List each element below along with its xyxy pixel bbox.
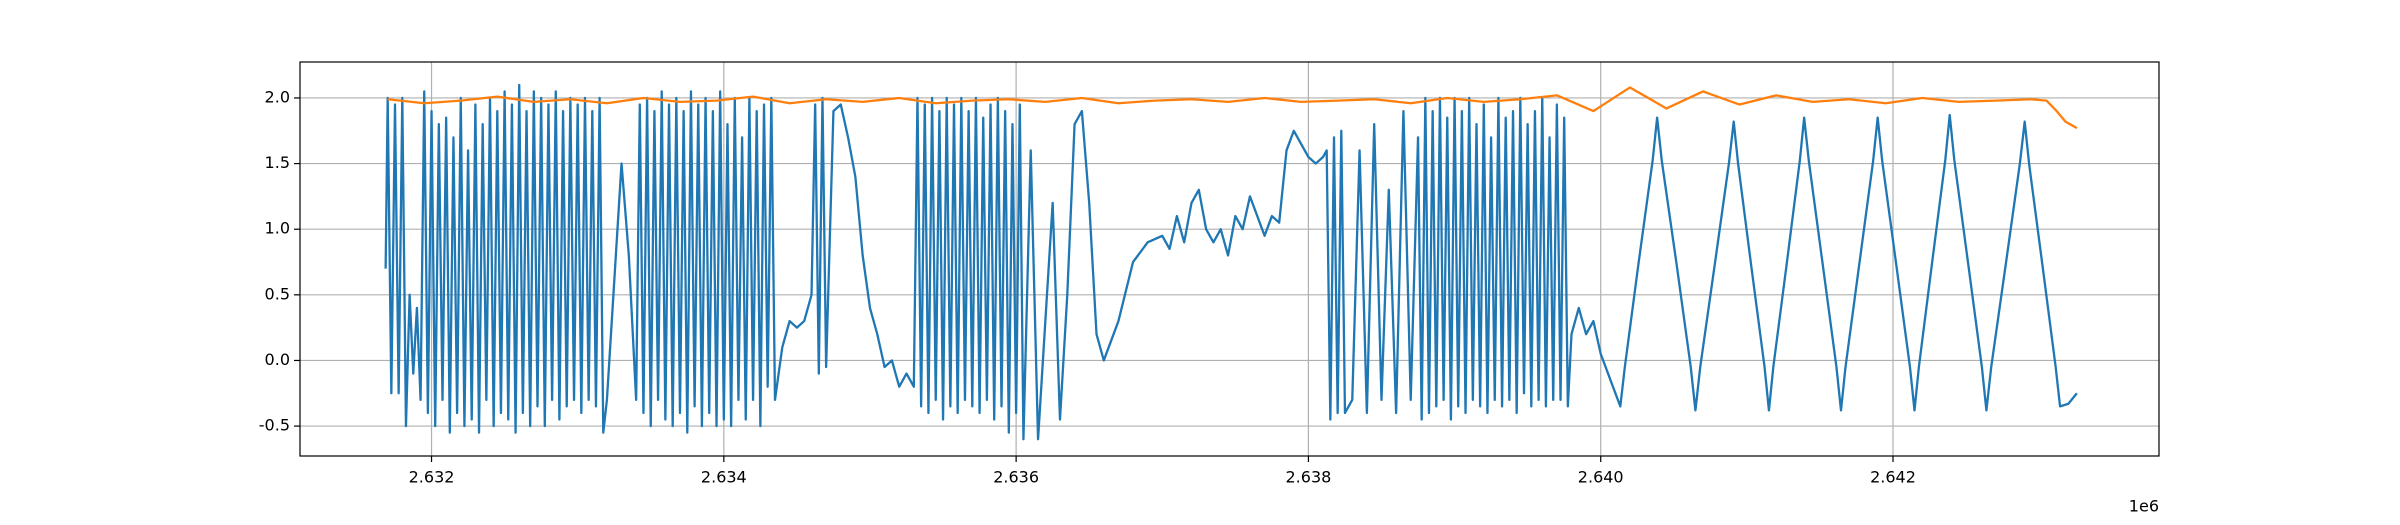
lines [384,83,2078,441]
series-line [384,83,2078,441]
y-tick-label: -0.5 [259,416,290,435]
x-tick-label: 2.638 [1286,468,1332,487]
axes-frame [299,61,2160,457]
x-tick-label: 2.640 [1578,468,1624,487]
x-tick-label: 2.636 [993,468,1039,487]
y-tick-label: 0.0 [265,350,290,369]
x-offset-label: 1e6 [2129,497,2159,516]
y-tick-label: 2.0 [265,87,290,106]
ticks: -0.5 0.0 0.5 1.0 1.5 2.0 2.632 2.634 2.636 2.638 2… [259,87,1916,486]
y-tick-label: 1.5 [265,153,290,172]
series-line [387,86,2078,130]
x-tick-label: 2.634 [701,468,747,487]
x-tick-label: 2.632 [409,468,455,487]
y-tick-label: 1.0 [265,219,290,238]
y-tick-label: 0.5 [265,284,290,303]
x-tick-label: 2.642 [1870,468,1916,487]
